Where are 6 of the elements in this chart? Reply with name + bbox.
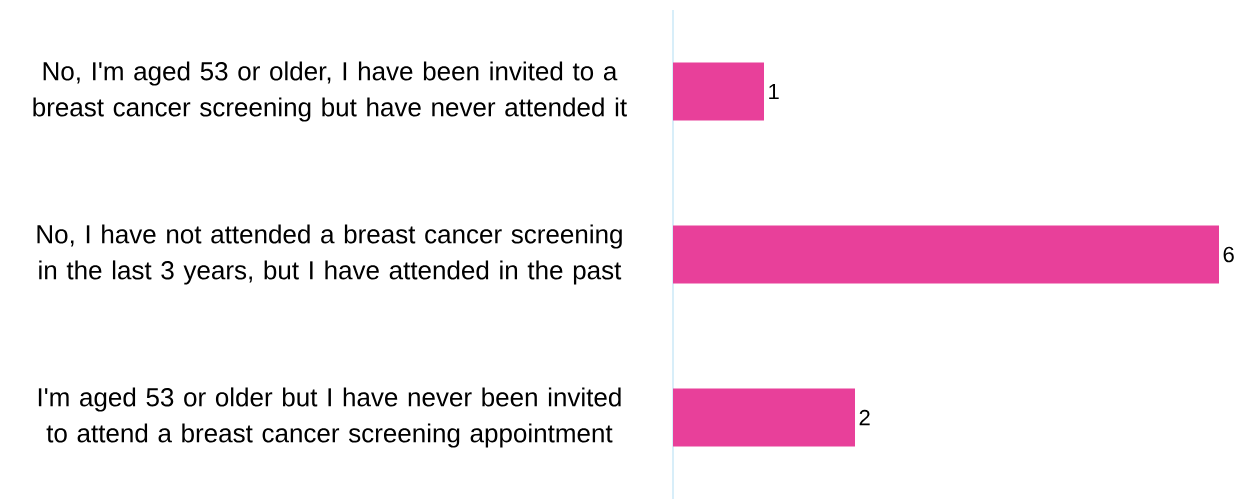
y-tick-label: I'm aged 53 or older but I have never been invited to attend a breast cancer screening appointment — [38, 387, 621, 448]
data-label: 2 — [859, 409, 870, 426]
data-label: 6 — [1223, 246, 1234, 263]
y-tick-label: No, I have not attended a breast cancer screening in the last 3 years, but I have attended in the past — [37, 224, 622, 285]
y-tick-label: No, I'm aged 53 or older, I have been invited to a breast cancer screening but have never attended it — [33, 61, 627, 122]
data-label: 1 — [769, 83, 779, 100]
